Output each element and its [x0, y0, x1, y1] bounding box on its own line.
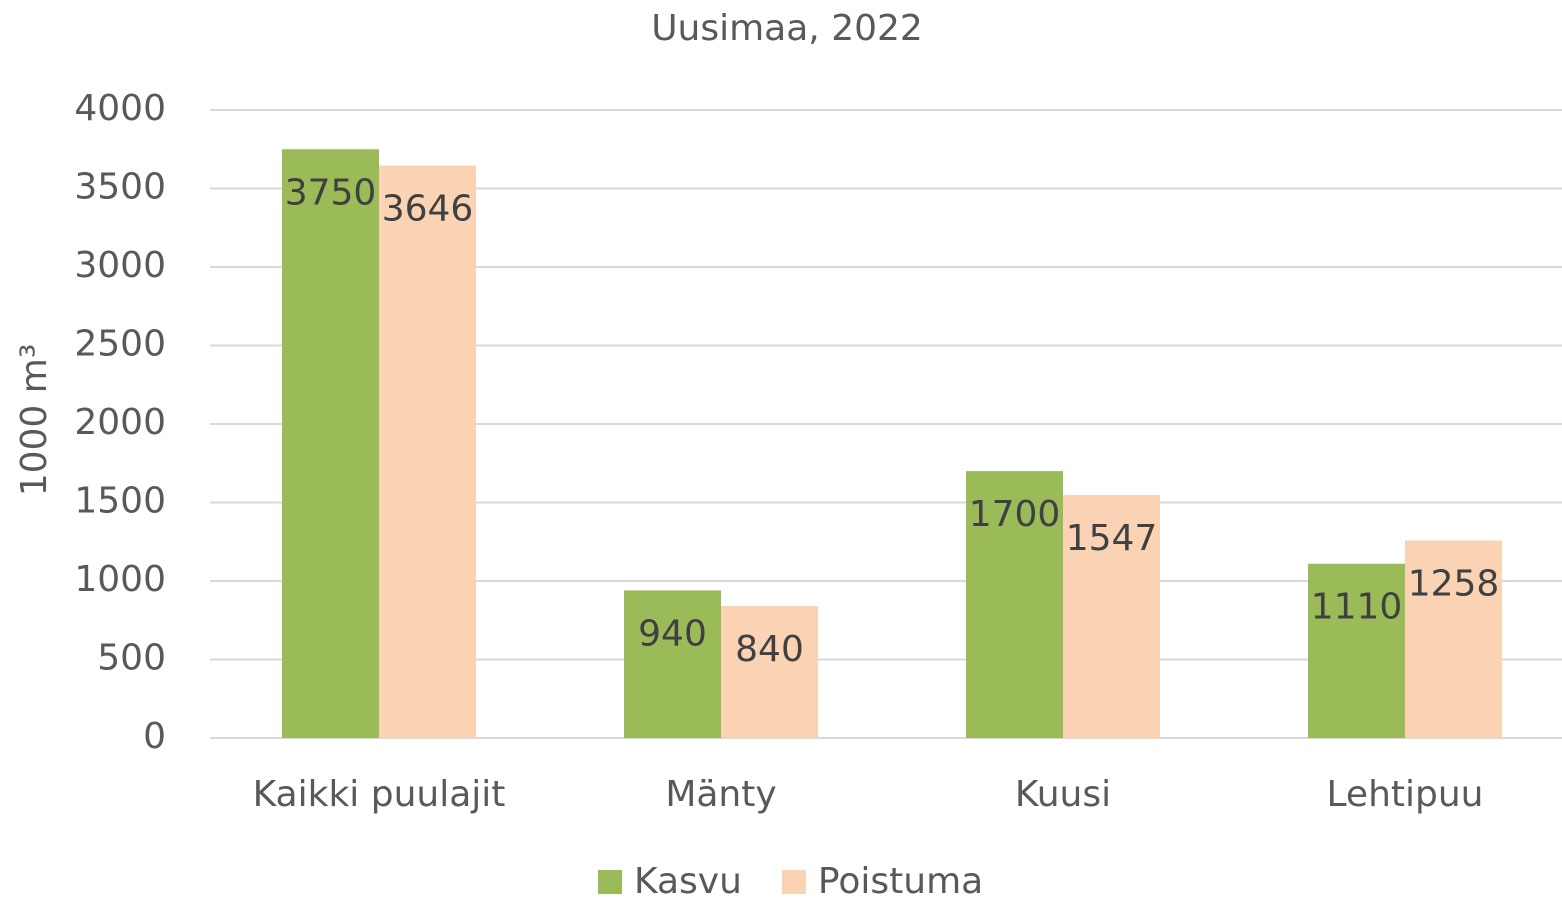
data-label: 1547 — [1066, 518, 1158, 559]
bar — [624, 590, 721, 738]
chart-title: Uusimaa, 2022 — [651, 8, 923, 49]
bar — [1063, 495, 1160, 738]
data-label: 3646 — [382, 189, 474, 230]
y-axis-label: 1000 m³ — [14, 344, 55, 497]
x-tick-label: Kuusi — [1015, 774, 1111, 815]
data-label: 1258 — [1408, 563, 1500, 604]
bar — [1308, 563, 1405, 738]
data-label: 840 — [735, 629, 804, 670]
data-label: 1110 — [1311, 587, 1403, 628]
data-label: 3750 — [285, 172, 377, 213]
y-tick-label: 1000 — [74, 559, 166, 600]
bar — [379, 165, 476, 738]
y-tick-label: 2000 — [74, 402, 166, 443]
y-tick-label: 500 — [97, 638, 166, 679]
data-label: 940 — [638, 613, 707, 654]
legend-label: Poistuma — [818, 861, 983, 899]
legend-swatch — [598, 870, 622, 894]
data-label: 1700 — [969, 494, 1061, 535]
x-tick-label: Lehtipuu — [1327, 774, 1484, 815]
bar — [1405, 540, 1502, 738]
y-tick-label: 1500 — [74, 481, 166, 522]
y-tick-label: 3500 — [74, 167, 166, 208]
bar — [721, 606, 818, 738]
legend-swatch — [781, 870, 806, 894]
legend-label: Kasvu — [634, 861, 742, 899]
x-tick-label: Mänty — [665, 774, 776, 815]
y-tick-label: 0 — [143, 716, 166, 757]
y-tick-label: 3000 — [74, 245, 166, 286]
x-tick-label: Kaikki puulajit — [253, 774, 506, 815]
bar — [966, 471, 1063, 738]
y-tick-label: 4000 — [74, 88, 166, 129]
y-tick-label: 2500 — [74, 324, 166, 365]
bar — [282, 149, 379, 738]
